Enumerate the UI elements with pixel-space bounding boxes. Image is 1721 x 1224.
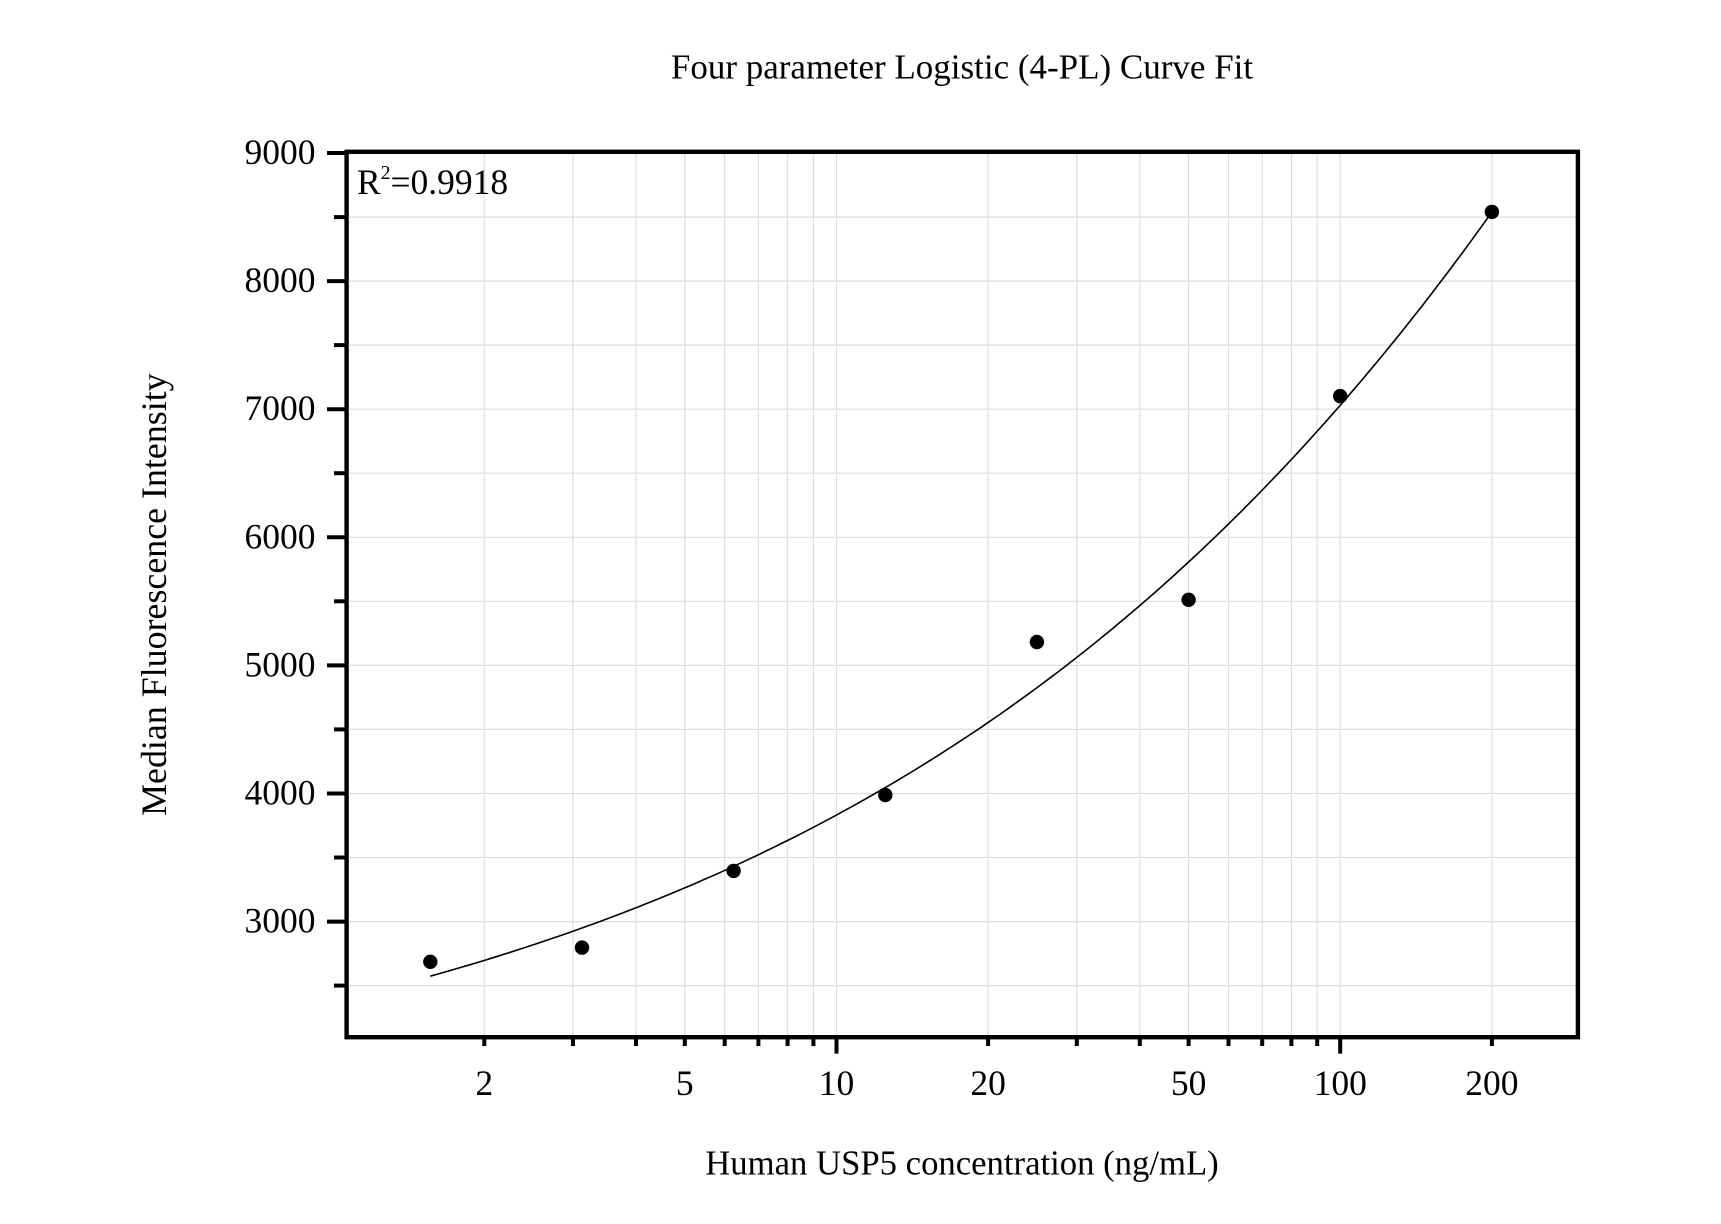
- svg-text:2: 2: [475, 1063, 493, 1103]
- svg-text:R2=0.9918: R2=0.9918: [357, 162, 508, 202]
- svg-text:9000: 9000: [245, 132, 316, 172]
- svg-text:4000: 4000: [245, 773, 316, 813]
- svg-text:200: 200: [1465, 1063, 1518, 1103]
- svg-text:6000: 6000: [245, 516, 316, 556]
- svg-text:Four parameter Logistic (4-PL): Four parameter Logistic (4-PL) Curve Fit: [671, 47, 1254, 86]
- svg-text:8000: 8000: [245, 260, 316, 300]
- svg-text:20: 20: [970, 1063, 1006, 1103]
- svg-text:5000: 5000: [245, 644, 316, 684]
- svg-text:Median Fluorescence Intensity: Median Fluorescence Intensity: [134, 373, 174, 816]
- svg-text:5: 5: [676, 1063, 694, 1103]
- svg-text:100: 100: [1314, 1063, 1367, 1103]
- svg-text:50: 50: [1171, 1063, 1207, 1103]
- svg-text:3000: 3000: [245, 901, 316, 941]
- svg-text:10: 10: [819, 1063, 855, 1103]
- svg-text:Human USP5 concentration (ng/m: Human USP5 concentration (ng/mL): [705, 1144, 1218, 1183]
- svg-text:7000: 7000: [245, 388, 316, 428]
